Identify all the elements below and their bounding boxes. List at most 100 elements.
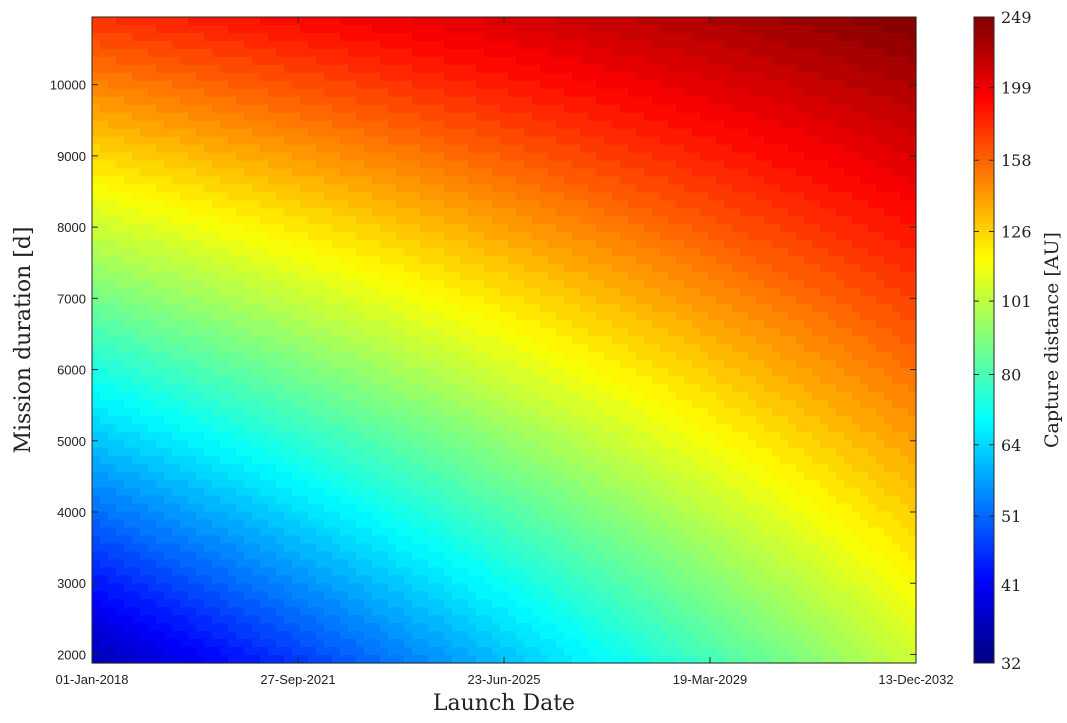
heatmap-cell: [140, 296, 149, 305]
heatmap-cell: [636, 104, 645, 114]
heatmap-cell: [548, 24, 557, 34]
heatmap-cell: [380, 264, 389, 273]
heatmap-cell: [724, 336, 733, 345]
heatmap-cell: [548, 328, 557, 337]
heatmap-cell: [828, 312, 837, 321]
heatmap-cell: [492, 24, 501, 34]
heatmap-cell: [236, 312, 245, 321]
heatmap-cell: [268, 120, 277, 130]
heatmap-cell: [140, 56, 149, 66]
heatmap-cell: [140, 399, 149, 409]
heatmap-cell: [756, 184, 765, 194]
heatmap-cell: [140, 351, 149, 361]
heatmap-cell: [812, 136, 821, 146]
heatmap-cell: [764, 312, 773, 321]
heatmap-cell: [116, 72, 125, 82]
heatmap-cell: [252, 176, 261, 186]
heatmap-cell: [788, 184, 797, 194]
heatmap-cell: [292, 288, 301, 297]
heatmap-cell: [836, 280, 845, 289]
heatmap-cell: [132, 216, 141, 225]
heatmap-cell: [212, 328, 221, 337]
heatmap-cell: [452, 383, 461, 393]
heatmap-cell: [196, 312, 205, 321]
heatmap-cell: [332, 224, 341, 233]
heatmap-cell: [892, 72, 901, 82]
heatmap-cell: [196, 296, 205, 305]
heatmap-cell: [156, 391, 165, 401]
heatmap-cell: [340, 200, 349, 210]
heatmap-cell: [532, 56, 541, 66]
heatmap-cell: [92, 48, 101, 58]
heatmap-cell: [292, 120, 301, 130]
heatmap-cell: [644, 288, 653, 297]
heatmap-cell: [356, 80, 365, 90]
heatmap-cell: [364, 176, 373, 186]
heatmap-cell: [700, 312, 709, 321]
heatmap-cell: [500, 272, 509, 281]
heatmap-cell: [868, 343, 877, 353]
heatmap-cell: [620, 328, 629, 337]
heatmap-cell: [772, 120, 781, 130]
heatmap-cell: [292, 168, 301, 178]
heatmap-cell: [676, 128, 685, 138]
heatmap-cell: [884, 256, 893, 265]
heatmap-cell: [140, 320, 149, 329]
heatmap-cell: [604, 80, 613, 90]
heatmap-cell: [252, 304, 261, 313]
heatmap-cell: [428, 112, 437, 122]
heatmap-cell: [596, 359, 605, 369]
heatmap-cell: [260, 343, 269, 353]
heatmap-cell: [796, 280, 805, 289]
heatmap-cell: [132, 48, 141, 58]
heatmap-cell: [708, 72, 717, 82]
heatmap-cell: [668, 112, 677, 122]
heatmap-cell: [308, 184, 317, 194]
heatmap-cell: [108, 56, 117, 66]
heatmap-cell: [356, 375, 365, 385]
heatmap-cell: [516, 184, 525, 194]
heatmap-cell: [132, 208, 141, 217]
heatmap-cell: [468, 272, 477, 281]
heatmap-cell: [740, 240, 749, 249]
heatmap-cell: [820, 208, 829, 217]
heatmap-cell: [868, 280, 877, 289]
heatmap-cell: [692, 88, 701, 98]
heatmap-cell: [420, 128, 429, 138]
heatmap-cell: [604, 184, 613, 194]
heatmap-cell: [756, 359, 765, 369]
heatmap-cell: [316, 351, 325, 361]
heatmap-cell: [900, 375, 909, 385]
heatmap-cell: [676, 351, 685, 361]
heatmap-cell: [540, 208, 549, 217]
heatmap-cell: [740, 160, 749, 170]
heatmap-cell: [612, 56, 621, 66]
heatmap-cell: [124, 375, 133, 385]
heatmap-cell: [508, 367, 517, 377]
heatmap-cell: [700, 40, 709, 50]
heatmap-cell: [580, 120, 589, 130]
heatmap-cell: [116, 144, 125, 154]
heatmap-cell: [452, 64, 461, 74]
heatmap-cell: [436, 64, 445, 74]
heatmap-cell: [740, 304, 749, 313]
heatmap-cell: [604, 216, 613, 225]
heatmap-cell: [596, 328, 605, 337]
heatmap-cell: [772, 304, 781, 313]
heatmap-cell: [100, 192, 109, 202]
heatmap-cell: [124, 112, 133, 122]
heatmap-cell: [812, 264, 821, 273]
heatmap-cell: [372, 351, 381, 361]
heatmap-cell: [660, 96, 669, 106]
heatmap-cell: [500, 320, 509, 329]
heatmap-cell: [236, 280, 245, 289]
heatmap-cell: [380, 359, 389, 369]
heatmap-cell: [772, 216, 781, 225]
heatmap-cell: [508, 112, 517, 122]
heatmap-cell: [692, 232, 701, 241]
heatmap-cell: [772, 128, 781, 138]
heatmap-cell: [692, 208, 701, 217]
heatmap-cell: [844, 144, 853, 154]
heatmap-cell: [180, 280, 189, 289]
heatmap-cell: [236, 264, 245, 273]
